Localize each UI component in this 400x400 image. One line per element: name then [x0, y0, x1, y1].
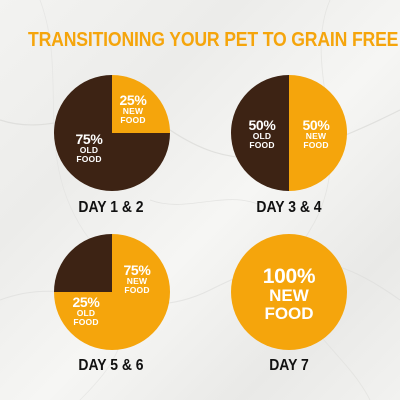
- infographic-title: TRANSITIONING YOUR PET TO GRAIN FREE: [28, 28, 399, 51]
- new-food-line1-day-3-4: NEW: [305, 131, 327, 141]
- new-food-line2-day-1-2: FOOD: [120, 114, 146, 125]
- new-food-label-day-7: 100% NEW FOOD: [234, 266, 344, 323]
- pie-chart-day-7: [231, 234, 347, 350]
- old-food-percent-day-1-2: 75%: [75, 131, 103, 147]
- pie-slice-new-food-day-3-4: [289, 75, 347, 191]
- new-food-line1-day-5-6: NEW: [126, 276, 148, 286]
- new-food-percent-day-3-4: 50%: [302, 117, 330, 133]
- day-label-day-3-4: DAY 3 & 4: [256, 199, 322, 216]
- old-food-label-day-1-2: 75% OLD FOOD: [59, 132, 119, 163]
- old-food-percent-day-5-6: 25%: [72, 294, 100, 310]
- old-food-line2-day-1-2: FOOD: [76, 153, 102, 164]
- pie-chart-day-1-2: [54, 75, 170, 191]
- pie-chart-day-3-4: [231, 75, 347, 191]
- new-food-line2-day-5-6: FOOD: [124, 284, 150, 295]
- day-label-day-1-2: DAY 1 & 2: [78, 199, 144, 216]
- new-food-line1-day-1-2: NEW: [122, 106, 144, 116]
- old-food-label-day-3-4: 50% OLD FOOD: [232, 118, 292, 149]
- new-food-percent-day-7: 100%: [262, 265, 316, 288]
- new-food-percent-day-1-2: 25%: [119, 92, 147, 108]
- old-food-label-day-5-6: 25% OLD FOOD: [56, 295, 116, 326]
- new-food-label-day-1-2: 25% NEW FOOD: [103, 93, 163, 124]
- new-food-label-day-5-6: 75% NEW FOOD: [107, 263, 167, 294]
- pie-slice-new-food-day-1-2: [112, 75, 170, 133]
- old-food-percent-day-3-4: 50%: [248, 117, 276, 133]
- new-food-line2-day-3-4: FOOD: [303, 139, 329, 150]
- pie-slice-old-food-day-3-4: [231, 75, 289, 191]
- pie-slice-old-food-day-1-2: [54, 75, 170, 191]
- pie-chart-day-5-6: [54, 234, 170, 350]
- new-food-percent-day-5-6: 75%: [123, 262, 151, 278]
- old-food-line1-day-3-4: OLD: [252, 131, 272, 141]
- new-food-line1-day-7: NEW: [269, 286, 309, 305]
- new-food-label-day-3-4: 50% NEW FOOD: [286, 118, 346, 149]
- old-food-line2-day-3-4: FOOD: [249, 139, 275, 150]
- day-label-day-5-6: DAY 5 & 6: [78, 357, 144, 374]
- old-food-line2-day-5-6: FOOD: [73, 316, 99, 327]
- day-label-day-7: DAY 7: [269, 357, 309, 374]
- new-food-line2-day-7: FOOD: [264, 303, 314, 323]
- pie-slice-old-food-day-5-6: [54, 234, 112, 292]
- pie-slice-new-food-day-7: [231, 234, 347, 350]
- old-food-line1-day-5-6: OLD: [76, 308, 96, 318]
- old-food-line1-day-1-2: OLD: [79, 145, 99, 155]
